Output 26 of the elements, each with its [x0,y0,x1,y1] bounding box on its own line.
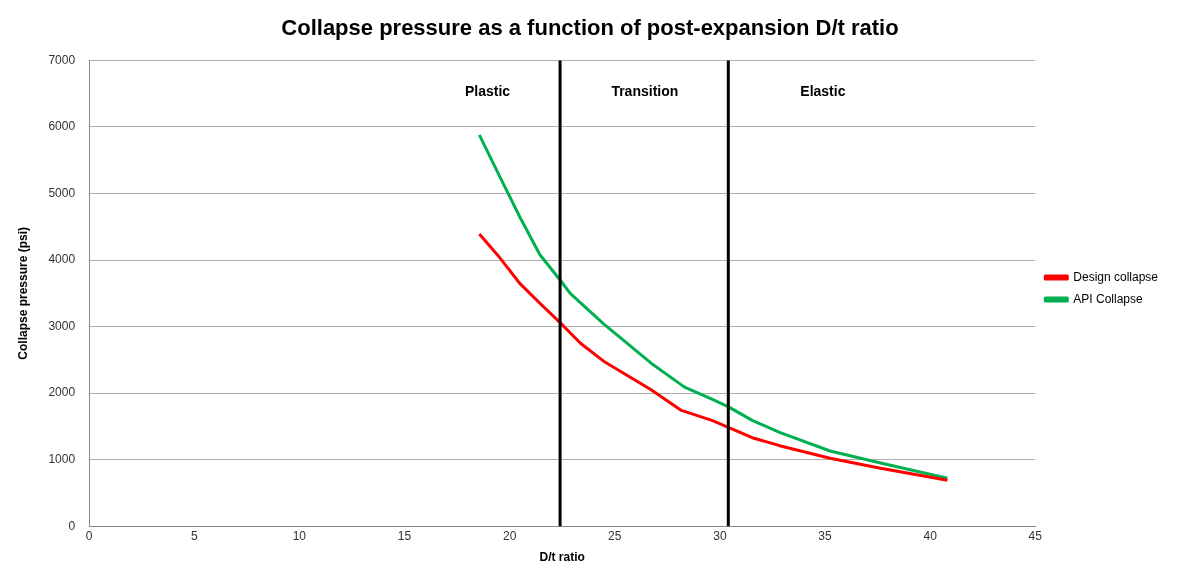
x-tick-label: 20 [502,528,517,543]
y-axis-title: Collapse pressure (psi) [15,226,30,360]
x-tick-label: 45 [1028,528,1043,543]
x-tick-label: 15 [397,528,412,543]
y-tick-label: 6000 [48,119,76,134]
x-tick-label: 25 [608,528,622,543]
x-tick-label: 0 [85,528,93,543]
chart-title: Collapse pressure as a function of post-expansion D/t ratio [281,15,899,41]
x-tick-label: 30 [713,528,727,543]
x-tick-label: 10 [292,528,307,543]
legend-label: Design collapse [1073,269,1159,284]
y-tick-label: 7000 [48,52,76,67]
legend-label: API Collapse [1073,291,1143,306]
y-tick-label: 4000 [48,252,76,267]
y-tick-label: 0 [68,518,76,533]
annotation: Elastic [800,83,846,100]
y-tick-label: 5000 [48,185,76,200]
annotation: Transition [611,83,679,100]
x-tick-label: 35 [818,528,833,543]
y-tick-label: 1000 [48,451,76,466]
x-tick-label: 5 [190,528,198,543]
x-tick-label: 40 [923,528,938,543]
y-tick-label: 2000 [48,385,76,400]
x-axis-title: D/t ratio [539,550,585,565]
annotation: Plastic [464,83,511,100]
y-tick-label: 3000 [48,318,76,333]
